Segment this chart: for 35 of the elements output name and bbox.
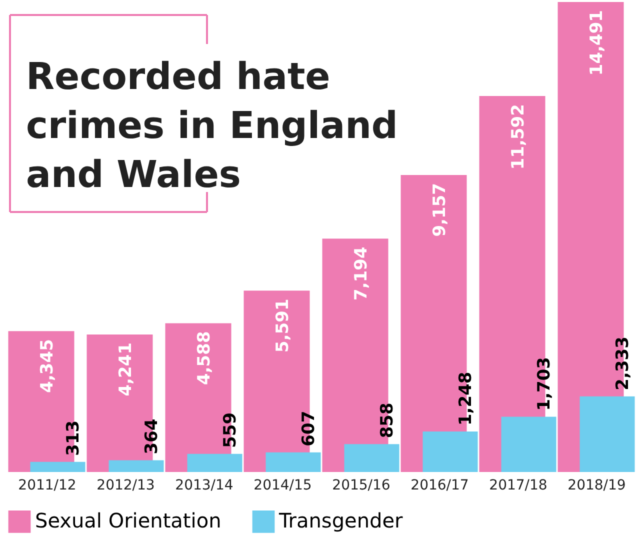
x-tick-label: 2014/15	[254, 478, 312, 494]
data-label: 7,194	[351, 246, 372, 300]
data-label: 14,491	[586, 10, 607, 76]
x-tick-label: 2016/17	[410, 478, 469, 494]
x-tick-label: 2011/12	[18, 478, 76, 494]
data-label: 4,241	[116, 342, 136, 396]
data-label: 607	[298, 410, 319, 446]
bar	[580, 396, 635, 472]
data-label: 1,703	[534, 356, 554, 411]
x-tick-label: 2017/18	[489, 478, 548, 494]
bar	[30, 462, 86, 472]
bar	[187, 454, 242, 472]
data-label: 1,248	[456, 372, 476, 426]
legend-label: Transgender	[278, 508, 404, 533]
data-label: 11,592	[508, 104, 528, 170]
data-label: 9,157	[430, 183, 450, 237]
bar	[422, 432, 478, 472]
data-label: 2,333	[612, 336, 633, 390]
data-label: 4,345	[37, 339, 58, 393]
data-label: 313	[63, 420, 84, 456]
data-label: 5,591	[272, 298, 293, 352]
bar	[266, 452, 321, 472]
x-tick-label: 2015/16	[332, 478, 390, 494]
data-label: 4,588	[194, 331, 214, 385]
bar	[108, 460, 164, 472]
x-tick-label: 2013/14	[175, 478, 234, 494]
x-tick-label: 2012/13	[96, 478, 155, 494]
data-label: 364	[142, 418, 162, 454]
x-tick-label: 2018/19	[568, 478, 626, 494]
text: Recorded hate crimes in England and Wales	[26, 55, 398, 196]
bar	[501, 416, 556, 472]
bar	[344, 444, 400, 472]
data-label: 858	[377, 402, 398, 438]
legend-label: Sexual Orientation	[35, 508, 222, 533]
data-label: 559	[220, 412, 240, 448]
